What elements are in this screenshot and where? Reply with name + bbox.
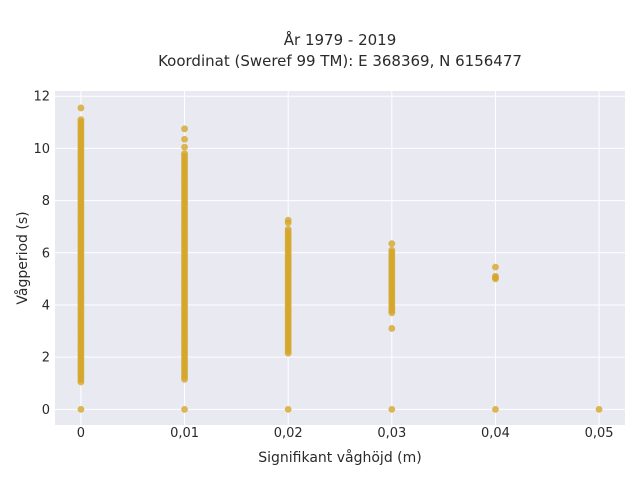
data-point — [284, 225, 292, 233]
data-point — [388, 246, 396, 254]
y-axis-ticks: 0 2 4 6 8 10 12 — [33, 90, 50, 418]
data-point — [388, 240, 396, 248]
y-tick-label: 2 — [42, 351, 50, 366]
data-point — [181, 150, 188, 158]
data-point — [492, 263, 499, 271]
data-points — [77, 104, 603, 413]
data-point — [181, 135, 188, 143]
x-axis-ticks: 0 0,01 0,02 0,03 0,04 0,05 — [77, 426, 614, 441]
chart-subtitle: Koordinat (Sweref 99 TM): E 368369, N 61… — [158, 52, 522, 70]
data-point — [77, 116, 85, 124]
x-axis-title: Signifikant våghöjd (m) — [258, 449, 421, 466]
x-tick-label: 0,01 — [170, 426, 199, 441]
y-axis-title: Vågperiod (s) — [14, 211, 31, 304]
x-tick-label: 0,03 — [377, 426, 406, 441]
y-tick-label: 6 — [42, 246, 50, 261]
y-tick-label: 0 — [42, 403, 50, 418]
data-point — [181, 125, 188, 133]
data-point — [492, 272, 499, 280]
data-point — [77, 104, 85, 112]
data-point — [77, 405, 85, 413]
x-tick-label: 0,05 — [585, 426, 614, 441]
y-tick-label: 4 — [42, 298, 50, 313]
x-tick-label: 0 — [77, 426, 85, 441]
x-tick-label: 0,04 — [481, 426, 510, 441]
x-tick-label: 0,02 — [274, 426, 303, 441]
data-point — [284, 405, 292, 413]
data-point — [181, 405, 188, 413]
data-point — [388, 325, 396, 332]
data-point — [492, 405, 499, 413]
y-tick-label: 8 — [42, 194, 50, 209]
plot-area — [55, 91, 625, 425]
y-tick-label: 10 — [33, 142, 50, 157]
data-point — [388, 405, 396, 413]
data-point — [595, 405, 603, 413]
grid-lines — [55, 91, 625, 425]
y-tick-label: 12 — [33, 90, 50, 105]
data-point — [284, 216, 292, 224]
chart-title: År 1979 - 2019 — [284, 30, 397, 49]
data-point — [181, 143, 188, 151]
